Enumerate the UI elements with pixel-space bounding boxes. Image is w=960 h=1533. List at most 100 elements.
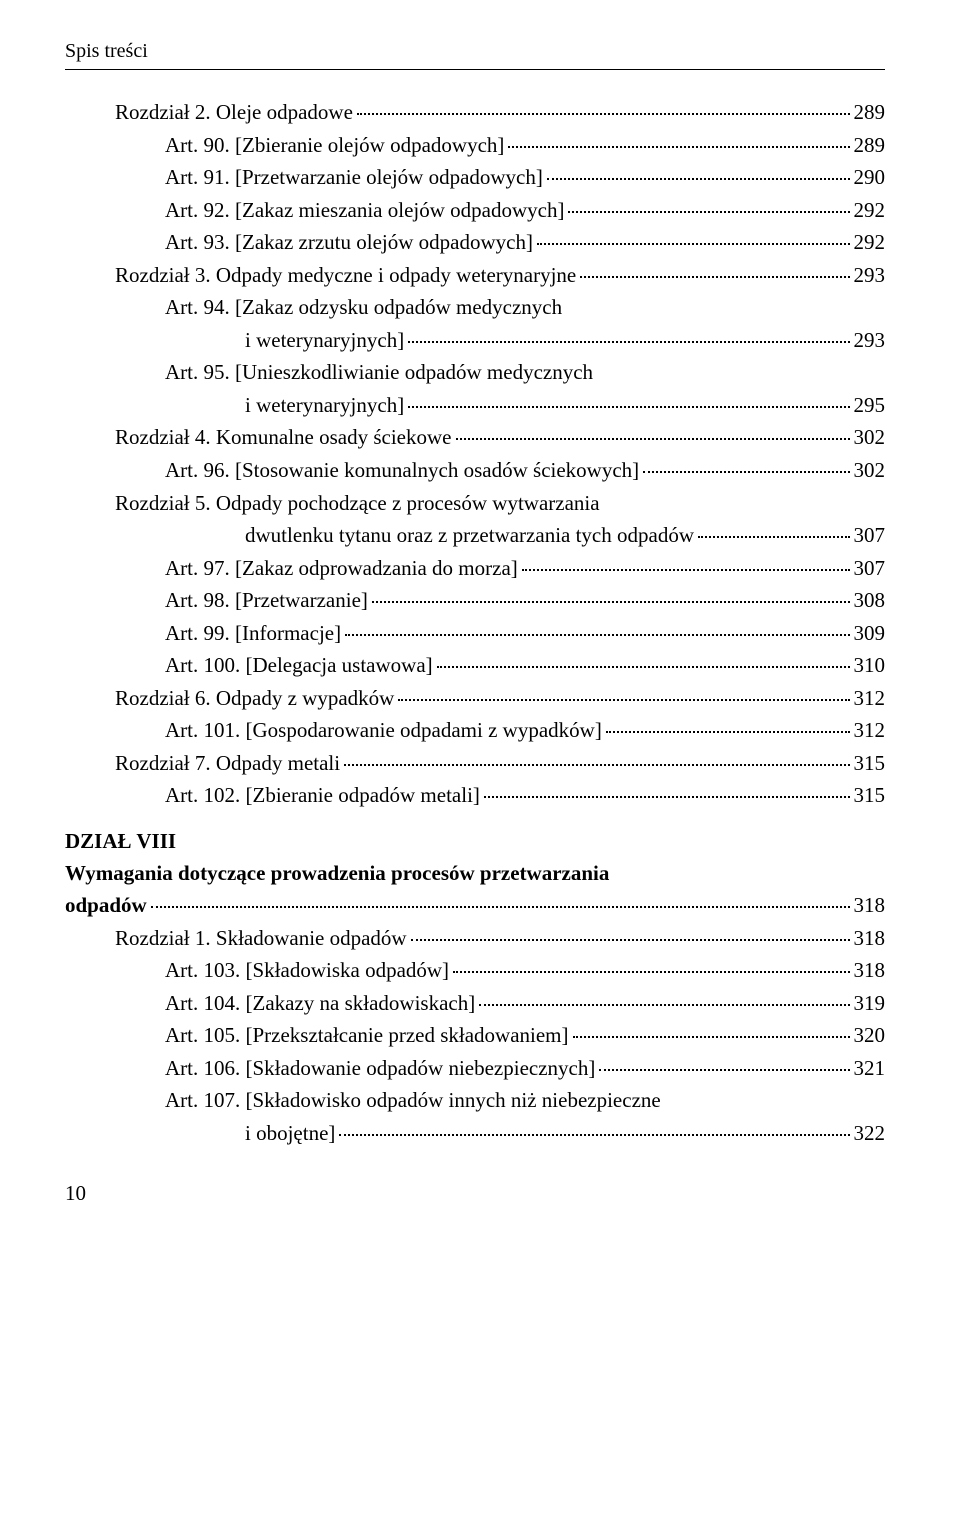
- toc-label: Rozdział 7. Odpady metali: [115, 747, 340, 780]
- toc-row: Art. 106. [Składowanie odpadów niebezpie…: [65, 1052, 885, 1085]
- toc-row: i weterynaryjnych]295: [65, 389, 885, 422]
- toc-block: Rozdział 1. Składowanie odpadów318Art. 1…: [65, 922, 885, 1150]
- toc-label: Art. 93. [Zakaz zrzutu olejów odpadowych…: [165, 226, 533, 259]
- toc-row: Rozdział 7. Odpady metali315: [65, 747, 885, 780]
- toc-page: 322: [854, 1117, 886, 1150]
- toc-page: 292: [854, 194, 886, 227]
- section-subtitle-row: odpadów 318: [65, 889, 885, 922]
- toc-row: Art. 99. [Informacje] 309: [65, 617, 885, 650]
- toc-row: Art. 91. [Przetwarzanie olejów odpadowyc…: [65, 161, 885, 194]
- toc-row: dwutlenku tytanu oraz z przetwarzania ty…: [65, 519, 885, 552]
- toc-row: Rozdział 2. Oleje odpadowe 289: [65, 96, 885, 129]
- leader-dots: [508, 146, 849, 148]
- toc-page: 312: [854, 714, 886, 747]
- leader-dots: [643, 471, 849, 473]
- toc-label: Art. 103. [Składowiska odpadów]: [165, 954, 449, 987]
- toc-label: Rozdział 1. Składowanie odpadów: [115, 922, 407, 955]
- toc-row: Art. 100. [Delegacja ustawowa] 310: [65, 649, 885, 682]
- toc-row: Art. 107. [Składowisko odpadów innych ni…: [65, 1084, 885, 1117]
- section-heading: DZIAŁ VIII: [65, 826, 885, 858]
- toc-label: Art. 96. [Stosowanie komunalnych osadów …: [165, 454, 639, 487]
- leader-dots: [357, 113, 850, 115]
- toc-page: 293: [854, 259, 886, 292]
- leader-dots: [408, 341, 849, 343]
- leader-dots: [456, 438, 850, 440]
- leader-dots: [437, 666, 850, 668]
- leader-dots: [408, 406, 849, 408]
- toc-page: 318: [854, 889, 886, 922]
- leader-dots: [339, 1134, 849, 1136]
- leader-dots: [568, 211, 849, 213]
- toc-label: Art. 101. [Gospodarowanie odpadami z wyp…: [165, 714, 602, 747]
- toc-page: 321: [854, 1052, 886, 1085]
- toc-row: Rozdział 4. Komunalne osady ściekowe 302: [65, 421, 885, 454]
- toc-page: 292: [854, 226, 886, 259]
- toc-row: Art. 105. [Przekształcanie przed składow…: [65, 1019, 885, 1052]
- toc-page: 302: [854, 421, 886, 454]
- toc-label: Art. 99. [Informacje]: [165, 617, 341, 650]
- toc-block: Rozdział 2. Oleje odpadowe 289Art. 90. [Z…: [65, 96, 885, 812]
- leader-dots: [606, 731, 850, 733]
- toc-row: Art. 96. [Stosowanie komunalnych osadów …: [65, 454, 885, 487]
- section-subtitle-cont: odpadów: [65, 890, 147, 922]
- leader-dots: [580, 276, 849, 278]
- toc-page: 289: [854, 96, 886, 129]
- toc-row: Art. 93. [Zakaz zrzutu olejów odpadowych…: [65, 226, 885, 259]
- leader-dots: [599, 1069, 849, 1071]
- toc-label: Art. 106. [Składowanie odpadów niebezpie…: [165, 1052, 595, 1085]
- toc-page: 315: [854, 779, 886, 812]
- toc-page: 307: [854, 519, 886, 552]
- toc-row: Art. 90. [Zbieranie olejów odpadowych]28…: [65, 129, 885, 162]
- leader-dots: [453, 971, 849, 973]
- toc-label: Art. 97. [Zakaz odprowadzania do morza]: [165, 552, 518, 585]
- leader-dots: [372, 601, 850, 603]
- leader-dots: [484, 796, 850, 798]
- toc-page: 293: [854, 324, 886, 357]
- toc-label: Art. 104. [Zakazy na składowiskach]: [165, 987, 475, 1020]
- running-header: Spis treści: [65, 40, 885, 63]
- toc-label: Rozdział 4. Komunalne osady ściekowe: [115, 421, 452, 454]
- toc-label: dwutlenku tytanu oraz z przetwarzania ty…: [245, 519, 694, 552]
- toc-page: 310: [854, 649, 886, 682]
- toc-label: i obojętne]: [245, 1117, 335, 1150]
- toc-page: 318: [854, 954, 886, 987]
- toc-page: 308: [854, 584, 886, 617]
- toc-row: Art. 97. [Zakaz odprowadzania do morza]3…: [65, 552, 885, 585]
- toc-label: Rozdział 2. Oleje odpadowe: [115, 96, 353, 129]
- toc-row: Rozdział 3. Odpady medyczne i odpady wet…: [65, 259, 885, 292]
- toc-row: i obojętne] 322: [65, 1117, 885, 1150]
- toc-label: i weterynaryjnych]: [245, 389, 404, 422]
- toc-label: Rozdział 6. Odpady z wypadków: [115, 682, 394, 715]
- toc-row: Art. 103. [Składowiska odpadów] 318: [65, 954, 885, 987]
- toc-label: i weterynaryjnych]: [245, 324, 404, 357]
- toc-label: Art. 102. [Zbieranie odpadów metali]: [165, 779, 480, 812]
- leader-dots: [547, 178, 850, 180]
- toc-row: Art. 95. [Unieszkodliwianie odpadów medy…: [65, 356, 885, 389]
- toc-page: 320: [854, 1019, 886, 1052]
- toc-page: 309: [854, 617, 886, 650]
- leader-dots: [573, 1036, 850, 1038]
- toc-row: Rozdział 1. Składowanie odpadów318: [65, 922, 885, 955]
- toc-row: Rozdział 5. Odpady pochodzące z procesów…: [65, 487, 885, 520]
- leader-dots: [398, 699, 849, 701]
- toc-row: Art. 98. [Przetwarzanie]308: [65, 584, 885, 617]
- toc-row: Art. 94. [Zakaz odzysku odpadów medyczny…: [65, 291, 885, 324]
- toc-page: 319: [854, 987, 886, 1020]
- leader-dots: [698, 536, 850, 538]
- toc-label: Art. 100. [Delegacja ustawowa]: [165, 649, 433, 682]
- leader-dots: [151, 906, 850, 908]
- toc-page: 302: [854, 454, 886, 487]
- leader-dots: [537, 243, 850, 245]
- toc-label: Rozdział 3. Odpady medyczne i odpady wet…: [115, 259, 576, 292]
- leader-dots: [522, 569, 850, 571]
- toc-label: Art. 91. [Przetwarzanie olejów odpadowyc…: [165, 161, 543, 194]
- toc-page: 290: [854, 161, 886, 194]
- toc-row: Rozdział 6. Odpady z wypadków 312: [65, 682, 885, 715]
- toc-row: Art. 101. [Gospodarowanie odpadami z wyp…: [65, 714, 885, 747]
- leader-dots: [411, 939, 850, 941]
- toc-label: Art. 105. [Przekształcanie przed składow…: [165, 1019, 569, 1052]
- toc-row: Art. 102. [Zbieranie odpadów metali] 315: [65, 779, 885, 812]
- toc-page: 312: [854, 682, 886, 715]
- toc-row: Art. 104. [Zakazy na składowiskach] 319: [65, 987, 885, 1020]
- leader-dots: [345, 634, 849, 636]
